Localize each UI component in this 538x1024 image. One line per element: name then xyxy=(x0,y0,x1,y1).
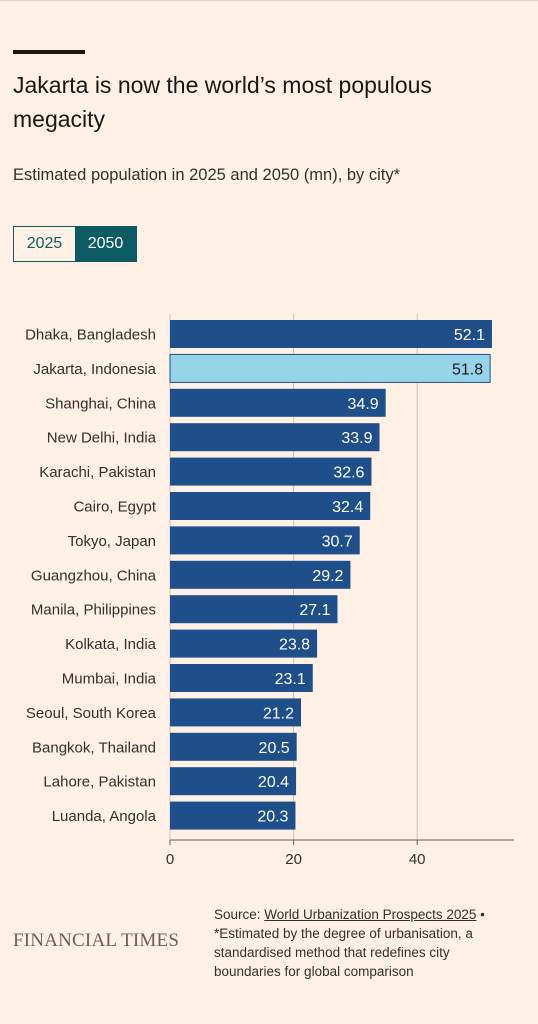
source-link[interactable]: World Urbanization Prospects 2025 xyxy=(264,907,477,922)
category-label: Karachi, Pakistan xyxy=(39,464,156,481)
toggle-2025-button[interactable]: 2025 xyxy=(14,227,75,261)
category-label: Dhaka, Bangladesh xyxy=(25,327,156,344)
source-prefix: Source: xyxy=(214,907,265,922)
category-label: Seoul, South Korea xyxy=(26,705,157,722)
value-label: 33.9 xyxy=(341,430,372,447)
bar[interactable] xyxy=(170,801,296,830)
category-label: Bangkok, Thailand xyxy=(32,739,156,756)
value-label: 51.8 xyxy=(452,361,483,378)
bar[interactable] xyxy=(170,526,360,555)
value-label: 21.2 xyxy=(263,705,294,722)
value-label: 27.1 xyxy=(299,602,330,619)
value-label: 23.8 xyxy=(279,637,310,654)
value-label: 20.4 xyxy=(258,774,289,791)
value-label: 30.7 xyxy=(322,533,353,550)
category-label: Shanghai, China xyxy=(45,395,157,412)
bar[interactable] xyxy=(170,560,351,589)
bar[interactable] xyxy=(170,457,372,486)
value-label: 34.9 xyxy=(348,396,379,413)
toggle-2050-button[interactable]: 2050 xyxy=(75,227,136,261)
bar[interactable] xyxy=(170,664,313,692)
footer-notes: Source: World Urbanization Prospects 202… xyxy=(214,905,514,981)
value-label: 32.4 xyxy=(332,499,363,516)
category-label: Jakarta, Indonesia xyxy=(33,361,156,378)
bar[interactable] xyxy=(170,320,492,348)
x-tick-label: 0 xyxy=(166,851,174,868)
bar-highlight[interactable] xyxy=(169,353,491,383)
category-label: Manila, Philippines xyxy=(31,602,156,619)
value-label: 20.5 xyxy=(259,740,290,757)
ft-logo: FINANCIAL TIMES xyxy=(13,930,180,951)
x-tick-label: 40 xyxy=(409,851,426,868)
source-bullet: • xyxy=(476,907,485,922)
category-label: Guangzhou, China xyxy=(31,567,157,584)
bar[interactable] xyxy=(170,492,371,520)
bar[interactable] xyxy=(170,698,302,727)
value-label: 52.1 xyxy=(454,327,485,344)
top-rule xyxy=(0,0,538,1)
footnote: *Estimated by the degree of urbanisation… xyxy=(214,926,473,979)
bar[interactable] xyxy=(170,629,318,658)
category-label: New Delhi, India xyxy=(47,430,157,447)
year-toggle: 2025 2050 xyxy=(13,226,137,262)
bar[interactable] xyxy=(170,767,297,796)
chart-title: Jakarta is now the world’s most populous… xyxy=(13,72,432,132)
category-label: Cairo, Egypt xyxy=(73,499,156,516)
bar[interactable] xyxy=(170,423,380,452)
category-label: Luanda, Angola xyxy=(52,808,157,825)
category-label: Tokyo, Japan xyxy=(68,533,156,550)
value-label: 23.1 xyxy=(275,671,306,688)
category-label: Kolkata, India xyxy=(65,636,157,653)
bar[interactable] xyxy=(170,595,338,624)
value-label: 20.3 xyxy=(257,809,288,826)
bar-chart: Dhaka, Bangladesh 52.1 Jakarta, Indonesia 5… xyxy=(25,314,514,868)
bar[interactable] xyxy=(170,388,386,417)
value-label: 29.2 xyxy=(312,568,343,585)
category-label: Lahore, Pakistan xyxy=(43,774,156,791)
category-label: Mumbai, India xyxy=(62,671,157,688)
title-accent-bar xyxy=(13,50,85,54)
bar[interactable] xyxy=(170,732,297,761)
x-tick-label: 20 xyxy=(285,851,302,868)
chart-subtitle: Estimated population in 2025 and 2050 (m… xyxy=(13,166,401,184)
value-label: 32.6 xyxy=(333,465,364,482)
